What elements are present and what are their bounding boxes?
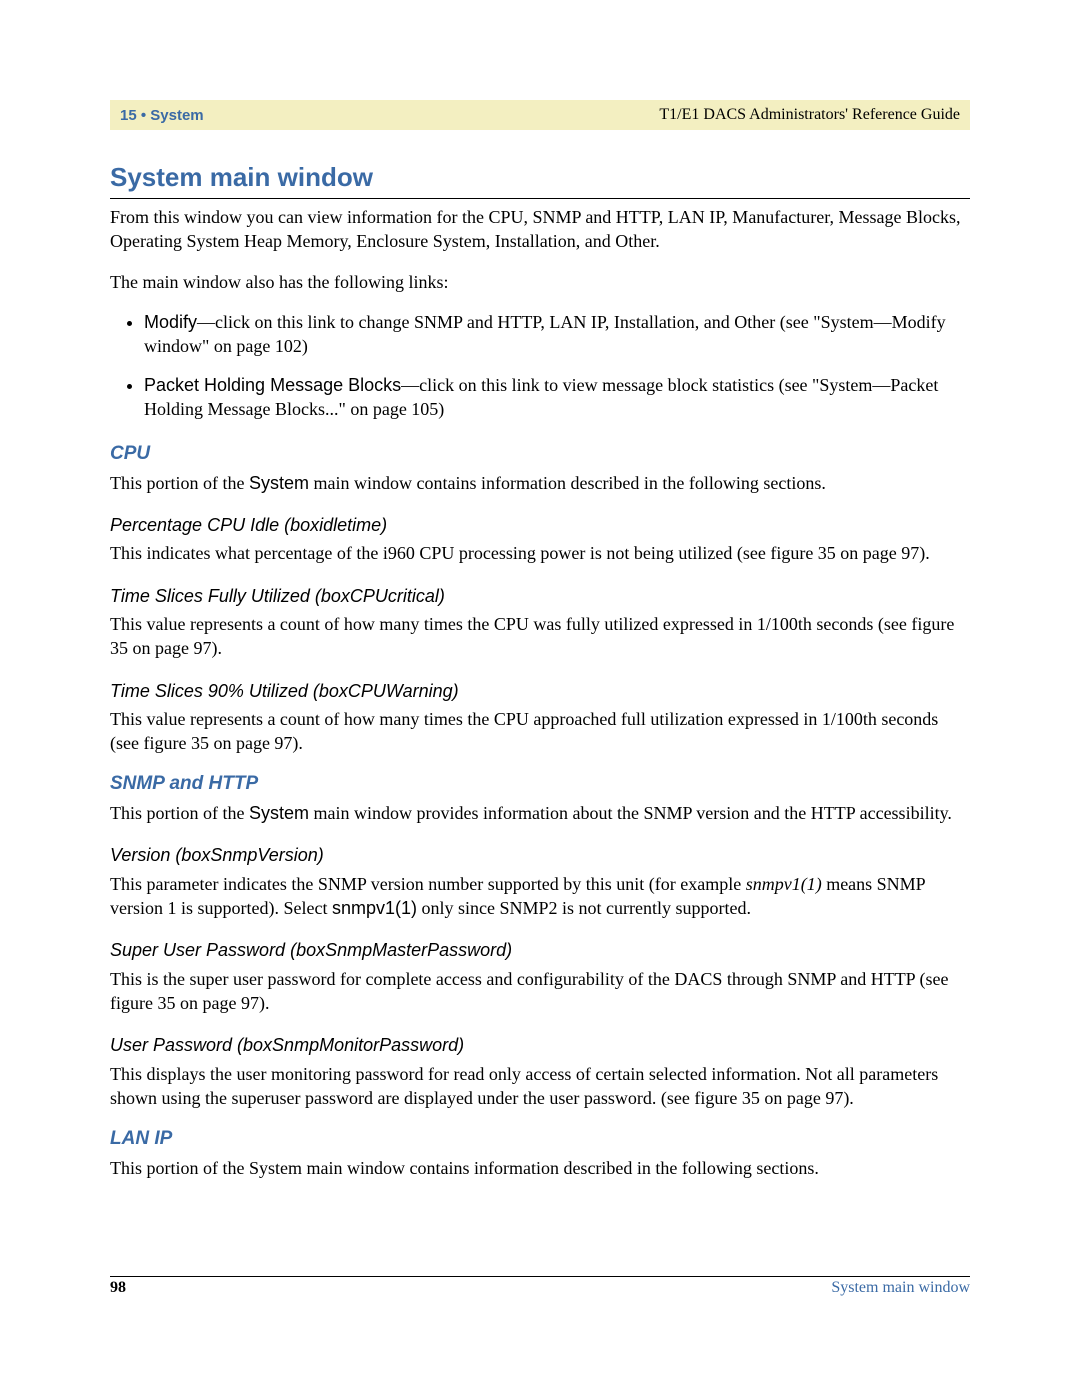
- text: main window provides information about t…: [309, 803, 952, 823]
- section-heading-cpu: CPU: [110, 441, 970, 467]
- body-paragraph: This value represents a count of how man…: [110, 707, 970, 756]
- page-footer: 98 System main window: [110, 1276, 970, 1297]
- subsection-heading: Time Slices 90% Utilized (boxCPUWarning): [110, 679, 970, 703]
- text: This parameter indicates the SNMP versio…: [110, 874, 746, 894]
- cpu-intro: This portion of the System main window c…: [110, 471, 970, 495]
- text: This portion of the: [110, 473, 249, 493]
- intro-paragraph: From this window you can view informatio…: [110, 205, 970, 254]
- subsection-heading: Super User Password (boxSnmpMasterPasswo…: [110, 938, 970, 962]
- body-paragraph: This displays the user monitoring passwo…: [110, 1062, 970, 1111]
- links-intro: The main window also has the following l…: [110, 270, 970, 294]
- text: main window contains information describ…: [309, 473, 826, 493]
- text-sans: System: [249, 473, 309, 493]
- lanip-intro: This portion of the System main window c…: [110, 1156, 970, 1180]
- section-heading-snmp: SNMP and HTTP: [110, 771, 970, 797]
- text-sans: System: [249, 803, 309, 823]
- content-area: System main window From this window you …: [110, 160, 970, 1196]
- list-item: Modify—click on this link to change SNMP…: [144, 310, 970, 359]
- header-chapter: 15 • System: [120, 107, 204, 124]
- body-paragraph: This value represents a count of how man…: [110, 612, 970, 661]
- section-heading-lanip: LAN IP: [110, 1126, 970, 1152]
- text-sans: snmpv1(1): [332, 898, 417, 918]
- footer-section-label: System main window: [831, 1279, 970, 1297]
- header-doc-title: T1/E1 DACS Administrators' Reference Gui…: [659, 106, 960, 124]
- text: This portion of the: [110, 803, 249, 823]
- body-paragraph: This is the super user password for comp…: [110, 967, 970, 1016]
- subsection-heading: Time Slices Fully Utilized (boxCPUcritic…: [110, 584, 970, 608]
- bullet-label: Packet Holding Message Blocks: [144, 375, 401, 395]
- page-title: System main window: [110, 160, 970, 199]
- body-paragraph: This indicates what percentage of the i9…: [110, 541, 970, 565]
- subsection-heading: Version (boxSnmpVersion): [110, 843, 970, 867]
- page-number: 98: [110, 1279, 126, 1297]
- bullet-label: Modify: [144, 312, 197, 332]
- body-paragraph: This parameter indicates the SNMP versio…: [110, 872, 970, 921]
- subsection-heading: Percentage CPU Idle (boxidletime): [110, 513, 970, 537]
- snmp-intro: This portion of the System main window p…: [110, 801, 970, 825]
- links-list: Modify—click on this link to change SNMP…: [110, 310, 970, 421]
- document-page: 15 • System T1/E1 DACS Administrators' R…: [0, 0, 1080, 1397]
- subsection-heading: User Password (boxSnmpMonitorPassword): [110, 1033, 970, 1057]
- text-italic: snmpv1(1): [746, 874, 822, 894]
- page-header-band: 15 • System T1/E1 DACS Administrators' R…: [110, 100, 970, 130]
- text: only since SNMP2 is not currently suppor…: [417, 898, 751, 918]
- list-item: Packet Holding Message Blocks—click on t…: [144, 373, 970, 422]
- bullet-text: —click on this link to change SNMP and H…: [144, 312, 946, 356]
